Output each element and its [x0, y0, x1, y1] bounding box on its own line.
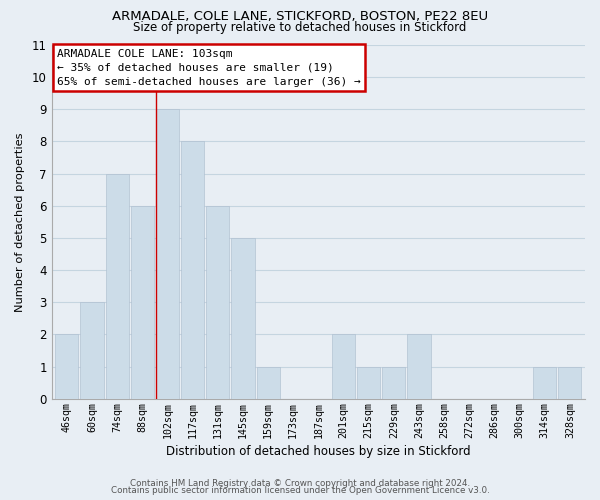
Bar: [232, 238, 254, 399]
Y-axis label: Number of detached properties: Number of detached properties: [15, 132, 25, 312]
Text: ARMADALE COLE LANE: 103sqm
← 35% of detached houses are smaller (19)
65% of semi: ARMADALE COLE LANE: 103sqm ← 35% of deta…: [57, 48, 361, 86]
Bar: [357, 366, 380, 399]
Text: ARMADALE, COLE LANE, STICKFORD, BOSTON, PE22 8EU: ARMADALE, COLE LANE, STICKFORD, BOSTON, …: [112, 10, 488, 23]
Text: Contains public sector information licensed under the Open Government Licence v3: Contains public sector information licen…: [110, 486, 490, 495]
Text: Contains HM Land Registry data © Crown copyright and database right 2024.: Contains HM Land Registry data © Crown c…: [130, 478, 470, 488]
X-axis label: Distribution of detached houses by size in Stickford: Distribution of detached houses by size …: [166, 444, 471, 458]
Bar: [106, 174, 129, 399]
Bar: [533, 366, 556, 399]
Bar: [156, 110, 179, 399]
Bar: [382, 366, 406, 399]
Bar: [559, 366, 581, 399]
Bar: [407, 334, 431, 399]
Bar: [332, 334, 355, 399]
Bar: [131, 206, 154, 399]
Bar: [55, 334, 79, 399]
Bar: [80, 302, 104, 399]
Bar: [206, 206, 229, 399]
Text: Size of property relative to detached houses in Stickford: Size of property relative to detached ho…: [133, 21, 467, 34]
Bar: [181, 142, 204, 399]
Bar: [257, 366, 280, 399]
